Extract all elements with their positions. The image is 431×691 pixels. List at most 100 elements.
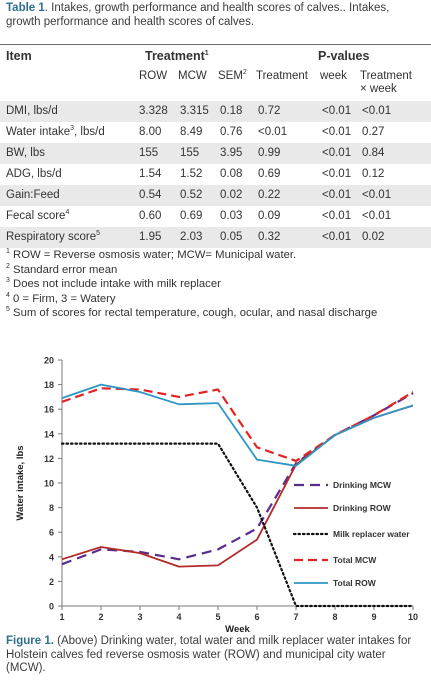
table-row: Respiratory score5 1.95 2.03 0.05 0.32 <0.01 0… <box>0 227 431 248</box>
figure-caption-text: (Above) Drinking water, total water and … <box>6 635 412 674</box>
table-footnote: 4 0 = Firm, 3 = Watery <box>6 292 430 307</box>
cell-p-week: <0.01 <box>322 147 352 159</box>
header-item: Item <box>6 49 32 63</box>
x-tick-label: 8 <box>332 612 337 622</box>
cell-mcw: 0.52 <box>180 189 203 201</box>
x-tick-label: 4 <box>176 612 181 622</box>
cell-item-suffix: , lbs/d <box>74 126 105 138</box>
header-p-week: week <box>320 70 347 82</box>
cell-item: ADG, lbs/d <box>6 168 62 180</box>
y-tick-label: 6 <box>49 528 54 538</box>
cell-sem: 3.95 <box>220 147 243 159</box>
cell-item-text: Water intake <box>6 126 71 138</box>
cell-p-week: <0.01 <box>322 189 352 201</box>
chart-legend: Drinking MCW Drinking ROW Milk replacer wa… <box>292 480 410 588</box>
x-tick-label: 1 <box>59 612 64 622</box>
cell-sem: 0.02 <box>220 189 243 201</box>
table-row: ADG, lbs/d 1.54 1.52 0.08 0.69 <0.01 0.12 <box>0 164 431 185</box>
cell-item-text: Respiratory score <box>6 231 97 243</box>
header-p-interaction-line-2: × week <box>360 83 397 95</box>
header-row: ROW <box>139 70 168 82</box>
table-caption-text: . Intakes, growth performance and health… <box>6 2 390 28</box>
table-caption-label: Table 1 <box>6 2 45 14</box>
legend-label: Total ROW <box>333 578 377 588</box>
footnote-text: Standard error mean <box>9 263 118 276</box>
cell-p-week: <0.01 <box>322 168 352 180</box>
y-axis-label: Water intake, lbs <box>15 445 26 520</box>
header-p-interaction-line-1: Treatment <box>360 70 412 82</box>
cell-item-text: BW, lbs <box>6 147 45 159</box>
cell-p-treatment: 0.32 <box>258 231 281 243</box>
cell-sem: 0.08 <box>220 168 243 180</box>
x-tick-label: 2 <box>98 612 103 622</box>
cell-p-week: <0.01 <box>322 210 352 222</box>
table-footnotes: 1 ROW = Reverse osmosis water; MCW= Muni… <box>6 248 430 321</box>
cell-p-interaction: <0.01 <box>362 210 392 222</box>
cell-row: 8.00 <box>139 126 162 138</box>
cell-p-interaction: <0.01 <box>362 105 392 117</box>
cell-p-treatment: 0.99 <box>258 147 281 159</box>
cell-item-text: Gain:Feed <box>6 189 60 201</box>
cell-sem: 0.05 <box>220 231 243 243</box>
table-row: Fecal score4 0.60 0.69 0.03 0.09 <0.01 <0.01 <box>0 206 431 227</box>
x-axis-label: Week <box>225 624 250 635</box>
table-header-row-2: ROW MCW SEM2 Treatment week Treatment × w… <box>0 66 431 96</box>
y-tick-label: 8 <box>49 503 54 513</box>
cell-p-interaction: <0.01 <box>362 189 392 201</box>
cell-row: 155 <box>139 147 159 159</box>
cell-item: Gain:Feed <box>6 189 60 201</box>
cell-item-sup: 4 <box>65 209 70 217</box>
chart-series <box>60 383 415 608</box>
cell-p-week: <0.01 <box>322 105 352 117</box>
cell-item: Fecal score4 <box>6 209 70 222</box>
series-line-total-row <box>61 383 414 467</box>
cell-mcw: 8.49 <box>180 126 203 138</box>
figure-caption: Figure 1. (Above) Drinking water, total … <box>6 635 426 676</box>
header-sem: SEM2 <box>218 69 247 83</box>
cell-item-text: Fecal score <box>6 210 66 222</box>
table-footnote: 5 Sum of scores for rectal temperature, … <box>6 306 430 321</box>
cell-p-interaction: 0.84 <box>362 147 385 159</box>
header-treatment-sup: 1 <box>204 49 209 57</box>
cell-row: 1.54 <box>139 168 162 180</box>
footnote-sup: 4 <box>6 291 10 299</box>
cell-sem: 0.76 <box>220 126 243 138</box>
header-treatment-text: Treatment <box>145 49 205 63</box>
y-tick-label: 12 <box>44 454 54 464</box>
cell-mcw: 2.03 <box>180 231 203 243</box>
table-row: DMI, lbs/d 3.328 3.315 0.18 0.72 <0.01 <0.01 <box>0 101 431 122</box>
cell-p-treatment: 0.09 <box>258 210 281 222</box>
x-tick-label: 9 <box>371 612 376 622</box>
cell-mcw: 1.52 <box>180 168 203 180</box>
cell-row: 3.328 <box>139 105 168 117</box>
y-tick-label: 16 <box>44 405 54 415</box>
footnote-sup: 2 <box>6 262 10 270</box>
cell-sem: 0.18 <box>220 105 243 117</box>
cell-mcw: 0.69 <box>180 210 203 222</box>
table-footnote: 2 Standard error mean <box>6 263 430 278</box>
series-line-drinking-mcw <box>61 392 414 566</box>
header-sem-sup: 2 <box>242 69 247 77</box>
footnote-sup: 5 <box>6 306 10 314</box>
cell-p-interaction: 0.12 <box>362 168 385 180</box>
cell-p-treatment: 0.69 <box>258 168 281 180</box>
y-tick-label: 20 <box>44 356 54 366</box>
x-tick-label: 5 <box>215 612 220 622</box>
cell-row: 0.54 <box>139 189 162 201</box>
cell-p-week: <0.01 <box>322 231 352 243</box>
cell-item-text: DMI, lbs/d <box>6 105 58 117</box>
legend-label: Total MCW <box>333 555 377 565</box>
cell-p-treatment: 0.22 <box>258 189 281 201</box>
header-treatment: Treatment1 <box>145 49 209 63</box>
y-tick-label: 18 <box>44 380 54 390</box>
header-pvalues: P-values <box>318 49 370 63</box>
series-line-milk-replacer-water <box>60 442 415 608</box>
cell-p-treatment: <0.01 <box>258 126 288 138</box>
footnote-text: 0 = Firm, 3 = Watery <box>9 292 116 305</box>
table-row: BW, lbs 155 155 3.95 0.99 <0.01 0.84 <box>0 143 431 164</box>
header-p-interaction: Treatment × week <box>360 70 412 96</box>
footnote-sup: 1 <box>6 248 10 256</box>
table-row: Gain:Feed 0.54 0.52 0.02 0.22 <0.01 <0.01 <box>0 185 431 206</box>
cell-p-treatment: 0.72 <box>258 105 281 117</box>
y-tick-label: 2 <box>49 577 54 587</box>
